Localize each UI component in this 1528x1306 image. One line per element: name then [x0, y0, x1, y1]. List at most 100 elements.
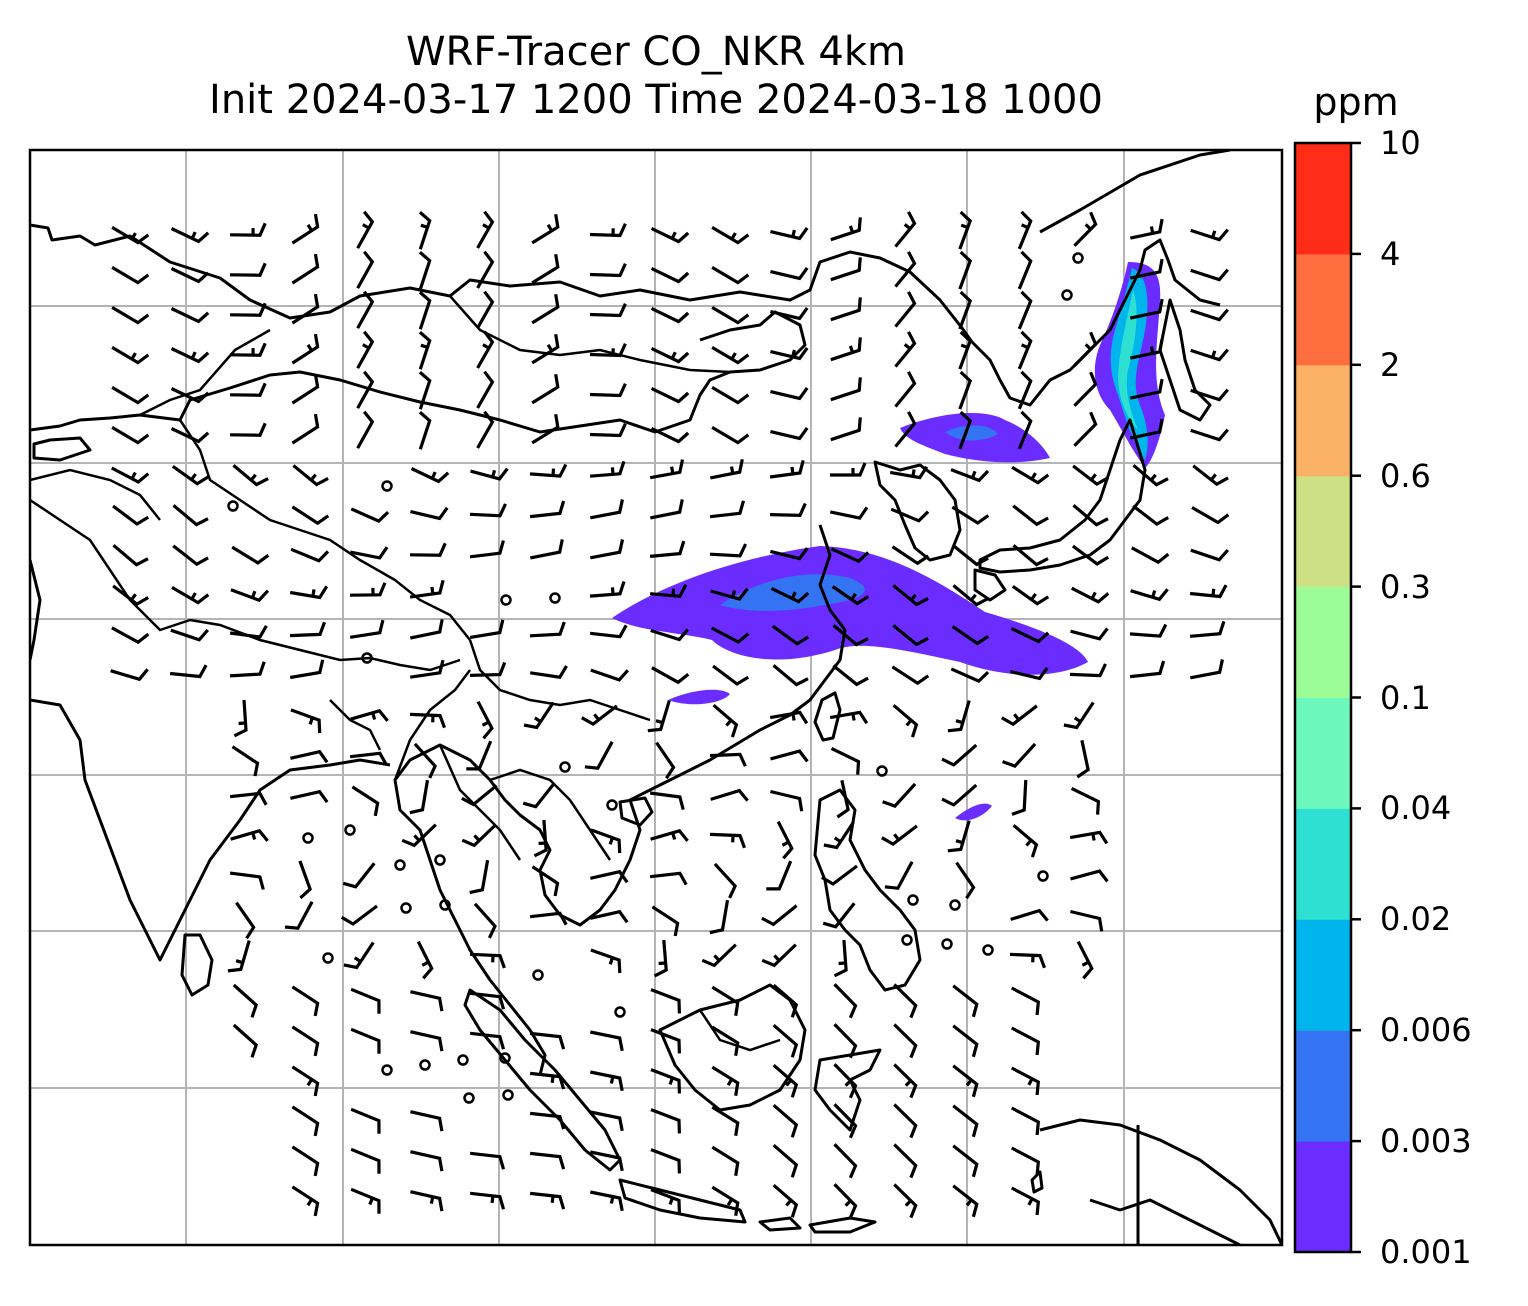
wind-barb — [712, 227, 748, 242]
wind-barb — [824, 823, 853, 848]
wind-barbs-layer — [111, 212, 1229, 1218]
wind-barb — [234, 700, 246, 736]
calm-wind-circle — [229, 502, 238, 511]
wind-barb — [113, 506, 148, 524]
wind-barb — [710, 900, 728, 933]
wind-barb — [830, 463, 865, 475]
wind-barb — [778, 822, 792, 859]
wind-barb — [1064, 703, 1093, 728]
wind-barb — [292, 254, 317, 283]
wind-barb — [711, 791, 748, 801]
calm-wind-circle — [616, 1008, 625, 1017]
colorbar-segment — [1295, 476, 1351, 587]
colorbar-segment — [1295, 808, 1351, 919]
wind-barb — [292, 1147, 317, 1176]
wind-barb — [774, 1105, 797, 1137]
calm-wind-circle — [1039, 872, 1048, 881]
wind-barb — [172, 587, 208, 602]
wind-barb — [715, 864, 735, 898]
plume-small-2 — [955, 804, 992, 821]
wind-barb — [1012, 1068, 1039, 1095]
calm-wind-circle — [383, 1066, 392, 1075]
wind-barb — [466, 741, 490, 769]
wind-barb — [770, 268, 807, 279]
wind-barb — [770, 308, 807, 319]
wind-barb — [1130, 219, 1162, 238]
calm-wind-circle — [1063, 291, 1072, 300]
wind-barb — [291, 710, 320, 733]
wind-barb — [1191, 270, 1228, 280]
border-himalaya — [190, 620, 460, 670]
wind-barb — [896, 372, 915, 407]
wind-barb — [590, 625, 626, 636]
wind-barb — [1071, 871, 1108, 881]
wind-barb — [112, 387, 148, 402]
wind-barb — [590, 224, 625, 236]
wind-barb — [1074, 372, 1095, 405]
wind-barb — [657, 743, 674, 779]
wind-barb — [770, 428, 807, 439]
wind-barb — [530, 913, 566, 924]
wind-barb — [478, 212, 493, 248]
wind-barb — [1012, 1108, 1039, 1135]
wind-barb — [762, 906, 797, 925]
wind-barb — [1071, 629, 1108, 639]
wind-barb — [285, 902, 312, 928]
wind-barb — [831, 257, 861, 279]
colorbar-segment — [1295, 254, 1351, 365]
wind-barb — [1012, 988, 1039, 1015]
coast-java — [620, 1180, 745, 1222]
wind-barb — [532, 214, 558, 243]
wind-barb — [652, 388, 689, 401]
wind-barb — [892, 667, 928, 683]
wind-barb — [420, 292, 430, 329]
wind-barb — [290, 586, 327, 597]
wind-barb — [344, 943, 373, 968]
wind-barb — [418, 942, 431, 979]
wind-barb — [112, 427, 148, 442]
wind-barb — [292, 294, 317, 323]
wind-barb — [1003, 744, 1036, 766]
calm-wind-circle — [459, 1056, 468, 1065]
wind-barb — [712, 1147, 737, 1176]
calm-wind-circle — [504, 1091, 513, 1100]
wind-barb — [410, 780, 428, 813]
wind-barb — [231, 590, 268, 600]
wind-barb — [712, 987, 737, 1016]
calm-wind-circle — [324, 954, 333, 963]
border-china-mongolia — [450, 296, 730, 372]
wind-barb — [774, 665, 809, 684]
wind-barb — [953, 1026, 977, 1057]
wind-barb — [292, 334, 317, 363]
border-malaysia — [700, 1010, 780, 1050]
wind-barb — [585, 742, 612, 768]
coast-northeast — [1040, 150, 1230, 232]
wind-barb — [350, 583, 385, 595]
wind-barb — [835, 1104, 856, 1137]
wind-barb — [1013, 586, 1049, 603]
calm-wind-circle — [346, 826, 355, 835]
wind-barb — [891, 509, 928, 521]
wind-barb — [290, 622, 325, 635]
wind-barb — [831, 217, 861, 239]
wind-barb — [300, 861, 310, 898]
wind-barb — [1130, 661, 1164, 677]
wind-barb — [582, 706, 617, 724]
calm-wind-circle — [951, 901, 960, 910]
calm-wind-circle — [534, 971, 543, 980]
wind-barb — [712, 387, 748, 402]
wind-barb — [771, 751, 808, 761]
wind-barb — [1077, 740, 1088, 777]
wind-barb — [530, 465, 566, 477]
wind-barb — [532, 414, 558, 443]
wind-barb — [292, 1107, 317, 1136]
wind-barb — [1130, 625, 1166, 637]
wind-barb — [292, 507, 328, 523]
wind-barb — [292, 987, 317, 1016]
wind-barb — [170, 665, 206, 676]
wind-barb — [172, 229, 209, 242]
wind-barb — [590, 1192, 622, 1211]
wind-barb — [1190, 660, 1222, 678]
wind-barb — [1074, 505, 1109, 524]
wind-barb — [351, 1029, 379, 1053]
